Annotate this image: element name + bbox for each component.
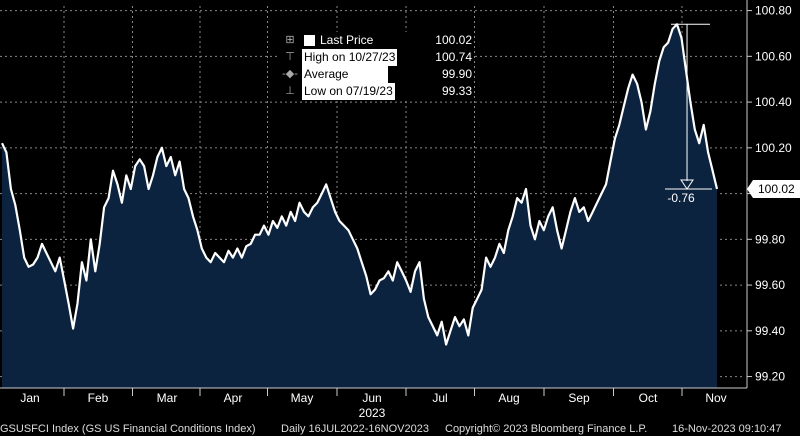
y-tick-label: 100.80 [755,4,792,18]
average-marker-icon: -◆- [282,68,298,80]
legend-low: ⊥ Low on 07/19/23 99.33 [278,83,474,100]
y-tick-label: 99.80 [755,232,785,246]
x-tick-label: Jun [362,391,381,405]
last-value-label: 100.02 [758,182,795,196]
y-tick-label: 99.60 [755,278,785,292]
y-tick-label: 99.40 [755,324,785,338]
last-value-tag: 100.02 [747,179,800,198]
y-tick-label: 100.60 [755,49,792,63]
drawdown-arrowhead [680,179,694,190]
footer-timestamp: 16-Nov-2023 09:10:47 [672,423,782,435]
x-tick-label: Feb [88,391,109,405]
legend-last-price: ⊞ Last Price 100.02 [278,32,474,49]
x-tick-label: Jul [432,391,447,405]
drawdown-label: -0.76 [667,191,695,205]
footer-index: GSUSFCI Index (GS US Financial Condition… [0,423,256,435]
y-axis-ticks: 99.2099.4099.6099.80100.00100.20100.4010… [747,4,792,384]
x-year-label: 2023 [359,406,386,420]
x-axis-ticks: Jan Feb Mar Apr May Jun Jul Aug Sep Oct Nov 2023 [0,387,747,420]
footer-copyright: Copyright© 2023 Bloomberg Finance L.P. [445,423,648,435]
drawdown-annotation: -0.76 [665,23,712,205]
x-tick-label: Aug [498,391,519,405]
legend-average: -◆- Average 99.90 [282,66,472,83]
x-tick-label: Nov [705,391,726,405]
y-tick-label: 100.20 [755,141,792,155]
footer: GSUSFCI Index (GS US Financial Condition… [0,422,800,436]
series-line-last-price [1,23,719,346]
x-tick-label: Oct [639,391,658,405]
y-tick-label: 99.20 [755,370,785,384]
x-tick-label: Sep [568,391,590,405]
footer-period: Daily 16JUL2022-16NOV2023 [281,423,429,435]
legend-high: ⊤ High on 10/27/23 100.74 [278,49,474,66]
legend-swatch [304,35,315,46]
series-area-fill [2,24,717,389]
legend: ⊞ Last Price 100.02 ⊤ High on 10/27/23 1… [278,32,474,100]
legend-expand-icon[interactable]: ⊞ [285,34,295,46]
x-tick-label: May [291,391,314,405]
high-marker-icon: ⊤ [285,51,295,63]
y-tick-label: 100.40 [755,95,792,109]
x-tick-label: Jan [20,391,39,405]
x-tick-label: Apr [224,391,243,405]
x-tick-label: Mar [157,391,178,405]
low-marker-icon: ⊥ [285,85,295,97]
